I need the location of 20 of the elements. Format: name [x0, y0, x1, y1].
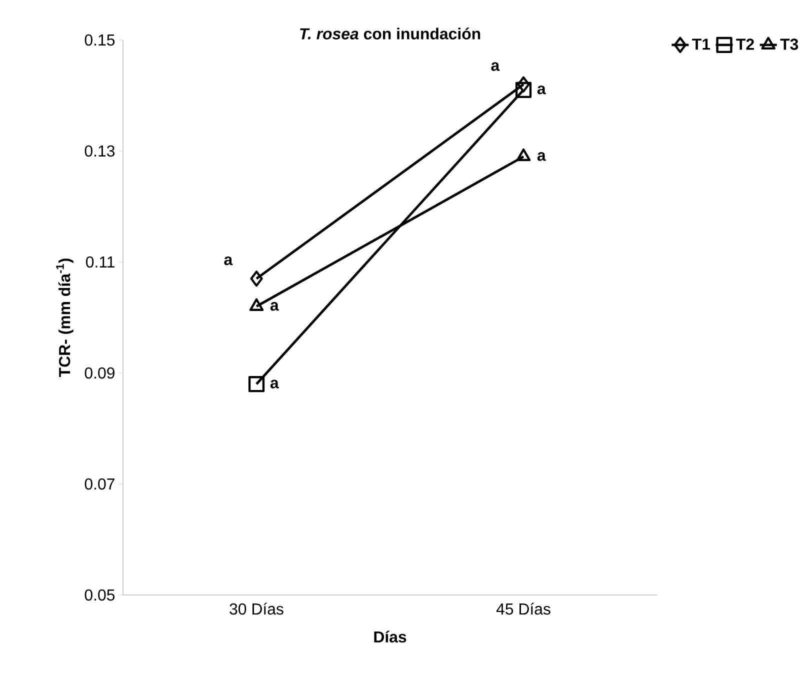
y-tick-label: 0.07: [84, 478, 114, 490]
x-axis-title: Días: [374, 630, 406, 643]
x-tick-label: 30 Días: [230, 602, 284, 615]
y-tick-label: 0.05: [84, 589, 115, 601]
legend-label: T3: [780, 38, 798, 50]
annotation: a: [491, 62, 500, 71]
x-tick-label: 45 Días: [496, 602, 550, 615]
legend-label: T1: [692, 38, 710, 50]
annotation: a: [537, 152, 546, 161]
y-tick-label: 0.15: [84, 34, 115, 46]
y-axis-title: TCR- (mm día$^{-1}$): [56, 258, 74, 377]
annotation: a: [537, 86, 546, 94]
y-tick-label: 0.09: [84, 367, 114, 379]
y-tick-label: 0.13: [84, 145, 115, 157]
chart-title: T. rosea con inundación: [300, 28, 480, 40]
legend-label: T2: [736, 38, 754, 50]
annotation: a: [224, 256, 233, 266]
y-tick-label: 0.11: [86, 256, 114, 268]
annotation: a: [270, 380, 279, 388]
annotation: a: [270, 302, 279, 311]
